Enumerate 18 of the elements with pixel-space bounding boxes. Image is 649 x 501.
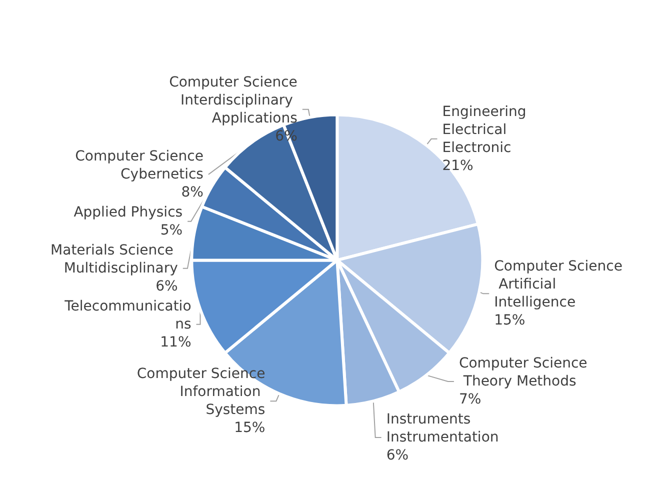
data-label: 8% — [181, 184, 204, 200]
data-label: 6% — [386, 447, 409, 464]
slice-label: Applied Physics — [74, 204, 183, 220]
slice-label: Instruments Instrumentation — [386, 411, 499, 446]
slice-label: Computer Science Interdisciplinary Applications — [169, 74, 298, 126]
slice-label: Computer Science Artificial Intelligence — [494, 258, 622, 311]
data-label: 6% — [156, 278, 178, 294]
slice-label: Telecommunications — [64, 298, 192, 332]
slice-label: Computer Science Theory Methods — [458, 355, 588, 390]
slice-label: Engineering Electrical Electronic — [442, 104, 531, 156]
slice-label: Materials Science Multidisciplinary — [50, 242, 178, 276]
data-label: 15% — [234, 420, 266, 436]
data-label: 21% — [442, 158, 474, 174]
data-label: 11% — [160, 334, 192, 350]
data-label: 5% — [160, 222, 183, 238]
data-label: 7% — [458, 391, 482, 408]
data-label: 15% — [494, 312, 526, 329]
slice-label: Computer Science Cybernetics — [75, 148, 204, 182]
